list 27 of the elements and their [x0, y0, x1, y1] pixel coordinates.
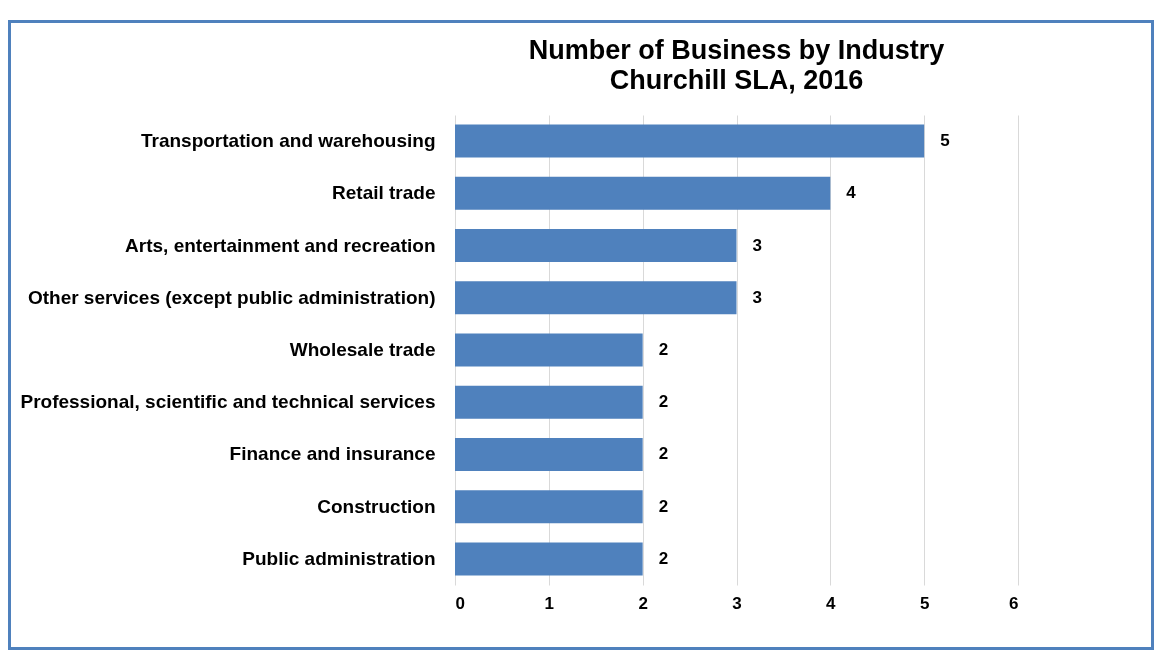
data-label: 2: [658, 444, 669, 464]
y-tick-label: Transportation and warehousing: [140, 130, 436, 152]
x-tick-label: 6: [1009, 593, 1019, 613]
chart-subtitle: Churchill SLA, 2016: [609, 65, 864, 95]
data-label: 4: [846, 183, 857, 203]
y-tick-label: Retail trade: [332, 182, 436, 204]
data-label: 2: [658, 340, 669, 359]
y-tick-label: Construction: [317, 495, 436, 517]
data-label: 5: [940, 131, 950, 151]
data-label: 3: [752, 287, 762, 307]
y-tick-label: Other services (except public administration): [27, 286, 436, 308]
data-label: 2: [658, 392, 669, 412]
x-tick-label: 0: [455, 593, 465, 613]
y-tick-label: Finance and insurance: [229, 443, 436, 465]
y-tick-label: Public administration: [242, 547, 436, 569]
y-tick-label: Professional, scientific and technical services: [20, 391, 436, 413]
x-tick-label: 4: [826, 593, 837, 613]
data-label: 3: [752, 235, 762, 255]
data-label: 2: [658, 548, 669, 568]
x-tick-label: 5: [919, 593, 930, 613]
y-tick-label: Arts, entertainment and recreation: [125, 234, 436, 256]
x-tick-label: 2: [638, 593, 648, 613]
x-tick-label: 1: [544, 593, 555, 613]
y-tick-label: Wholesale trade: [289, 339, 436, 360]
x-tick-label: 3: [732, 593, 742, 613]
data-label: 2: [658, 496, 669, 516]
chart-title: Number of Business by Industry: [528, 35, 945, 65]
